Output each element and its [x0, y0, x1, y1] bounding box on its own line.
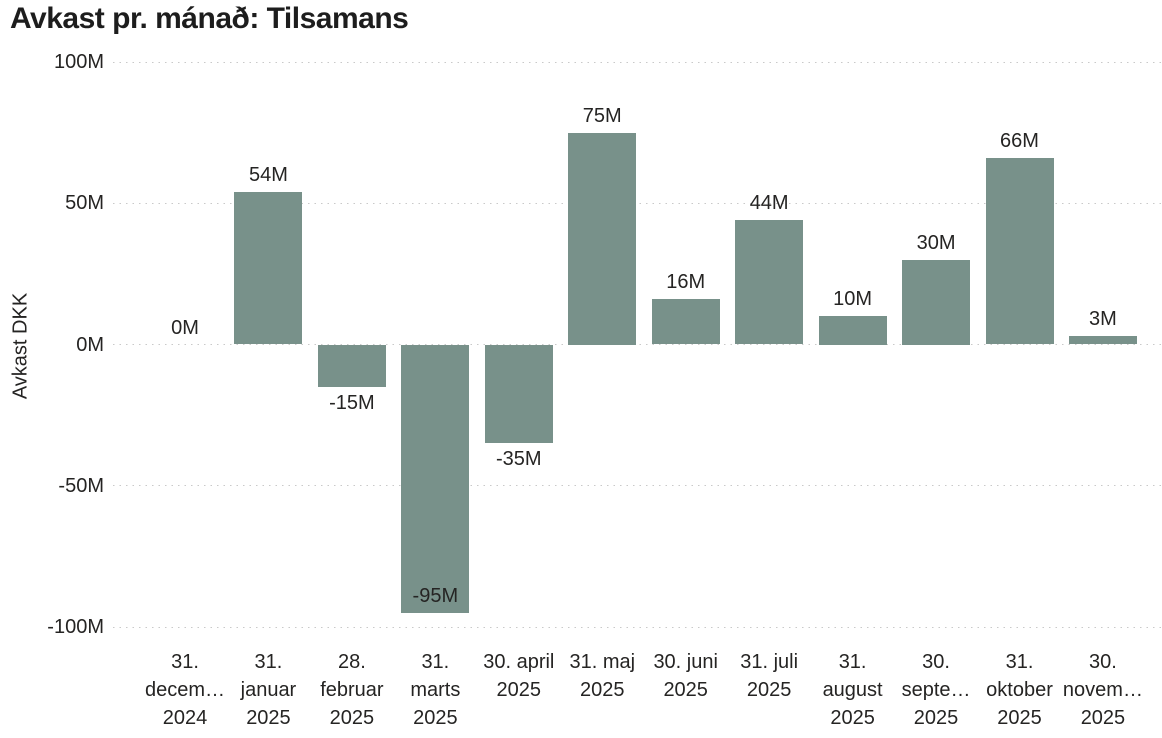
x-tick-line: januar [240, 679, 297, 701]
x-tick-line: 2025 [913, 707, 959, 729]
gridline [113, 485, 1162, 488]
x-tick-line: 2025 [1080, 707, 1126, 729]
x-tick-line: septe… [901, 679, 971, 701]
x-tick-label: 31. januar 2025 [213, 648, 323, 732]
bar-value-label: 30M [916, 231, 956, 254]
x-tick-line: 31. maj [569, 651, 636, 673]
x-tick-line: 2025 [997, 707, 1042, 729]
x-tick-line: 30. [1089, 651, 1117, 673]
bar-value-label: 66M [1000, 130, 1039, 153]
x-tick-line: 30. [922, 651, 950, 673]
x-tick-line: 2025 [246, 707, 291, 729]
x-tick-line: 2025 [663, 679, 708, 701]
bar-value-label: 3M [1089, 308, 1117, 331]
bar[interactable] [484, 344, 553, 444]
y-tick-label: -100M [47, 616, 104, 638]
x-tick-label: 30. april 2025 [464, 648, 574, 704]
gridline [113, 61, 1162, 64]
x-tick-line: august [822, 679, 883, 701]
x-tick-label: 30. juni 2025 [631, 648, 741, 704]
x-tick-label: 28. februar 2025 [297, 648, 407, 732]
x-tick-line: 31. [254, 651, 283, 673]
bar[interactable] [985, 158, 1054, 345]
x-tick-line: novem… [1062, 679, 1143, 701]
bar[interactable] [651, 299, 720, 345]
y-tick-label: 100M [53, 51, 104, 73]
bar-value-label: -35M [496, 448, 542, 471]
x-tick-line: 2024 [162, 707, 208, 729]
bar[interactable] [317, 344, 386, 387]
x-tick-line: 31. [171, 651, 199, 673]
x-tick-line: 30. juni [653, 651, 718, 673]
bar-value-label: -95M [412, 584, 459, 607]
x-tick-line: 30. april [483, 651, 555, 673]
bar-value-label: 10M [833, 288, 873, 311]
x-tick-line: oktober [986, 679, 1053, 701]
bar-value-label: 44M [749, 192, 789, 215]
x-tick-label: 30. novem… 2025 [1048, 648, 1158, 732]
x-tick-label: 31. juli 2025 [714, 648, 824, 704]
x-tick-line: 2025 [580, 679, 625, 701]
bar-value-label: 0M [171, 316, 199, 339]
x-tick-label: 31. marts 2025 [380, 648, 490, 732]
y-tick-label: -50M [58, 474, 104, 497]
bar[interactable] [902, 259, 971, 345]
x-tick-label: 31. oktober 2025 [965, 648, 1075, 732]
chart-title: Avkast pr. mánað: Tilsamans [10, 2, 409, 35]
x-tick-line: februar [320, 679, 384, 701]
x-tick-line: 31. juli [740, 651, 799, 673]
bar[interactable] [401, 344, 470, 613]
x-tick-label: 31. maj 2025 [547, 648, 657, 704]
x-tick-line: 31. [421, 651, 450, 673]
x-tick-line: 2025 [413, 707, 458, 729]
x-tick-line: 2025 [496, 679, 542, 701]
x-tick-label: 30. septe… 2025 [881, 648, 991, 732]
bar-value-label: 54M [248, 163, 288, 186]
bar-value-label: 75M [582, 104, 622, 127]
x-tick-label: 31. decem… 2024 [130, 648, 240, 732]
bar[interactable] [234, 191, 303, 345]
gridline [113, 202, 1162, 205]
bar-value-label: 16M [666, 271, 706, 294]
gridline [113, 344, 1162, 346]
x-tick-line: 31. [838, 651, 867, 673]
bar-value-label: -15M [329, 391, 375, 414]
bar[interactable] [1068, 336, 1137, 345]
x-tick-line: 2025 [746, 679, 792, 701]
x-tick-label: 31. august 2025 [798, 648, 908, 732]
x-tick-line: decem… [144, 679, 226, 701]
x-tick-line: 2025 [329, 707, 375, 729]
x-tick-line: marts [410, 679, 461, 701]
bar[interactable] [818, 316, 887, 345]
x-tick-line: 31. [1005, 651, 1034, 673]
bar[interactable] [735, 220, 804, 345]
y-tick-label: 0M [76, 333, 104, 356]
gridline [113, 626, 1162, 629]
x-tick-line: 28. [337, 651, 366, 673]
bar[interactable] [568, 132, 637, 345]
y-tick-label: 50M [65, 192, 104, 215]
x-tick-line: 2025 [830, 707, 875, 729]
